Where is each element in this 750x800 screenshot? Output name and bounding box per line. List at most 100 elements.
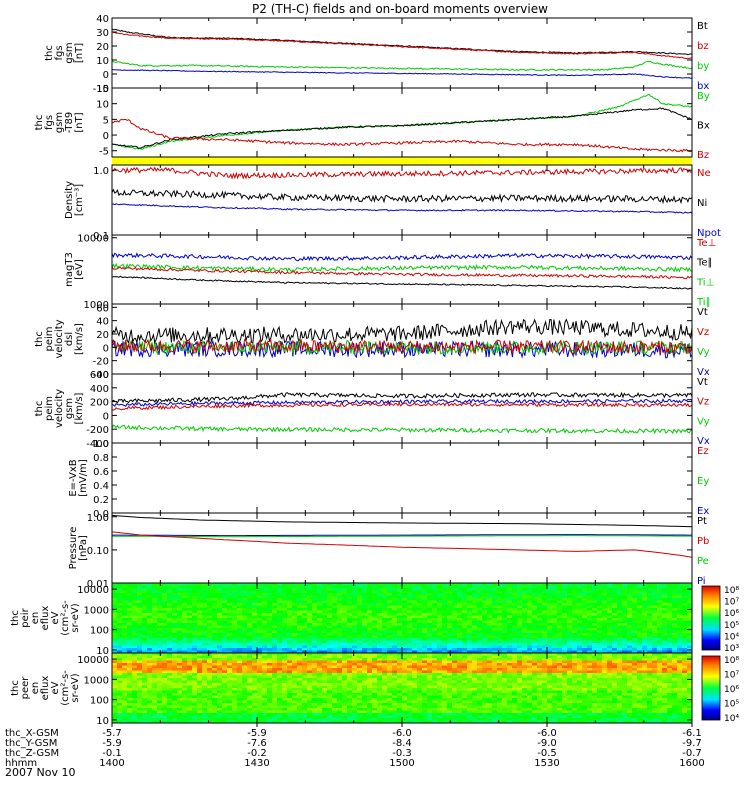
- y-axis-label-line: gsm: [64, 398, 75, 419]
- y-tick-label: 40: [96, 14, 109, 25]
- legend-entry: By: [697, 91, 710, 102]
- y-axis-label: thc fgs gsm -T89 [nT]: [34, 112, 85, 134]
- y-tick-label: 200: [90, 398, 109, 409]
- series-line-peim-velocity-dsl-2: [112, 318, 692, 345]
- y-tick-label: 10: [96, 56, 109, 67]
- y-tick-label: 15: [96, 84, 109, 95]
- ephemeris-value: -5.9: [247, 728, 267, 739]
- y-tick-label: 10: [96, 100, 109, 111]
- y-tick-label: -20: [93, 357, 109, 368]
- panel-fgs: Bt bz by bx -10 0 10 20 30 40 thc fgs gsm [nT]: [44, 14, 709, 95]
- y-axis-label-line: [km/s]: [74, 392, 85, 424]
- ephemeris-label: thc_Y-GSM: [5, 738, 57, 749]
- y-tick-label: 1000: [84, 675, 109, 686]
- legend-entry: Vt: [697, 377, 708, 388]
- y-tick-label: -400: [86, 439, 109, 450]
- y-tick-label: 10000: [77, 585, 109, 596]
- ephemeris-label: thc_Z-GSM: [5, 748, 59, 759]
- series-line-fgs-3: [112, 69, 692, 79]
- colorbar-tick-label: 10⁷: [724, 671, 739, 681]
- y-tick-label: 0: [103, 411, 109, 422]
- y-axis-label-line: thc: [10, 610, 21, 626]
- y-axis-label-line: [nT]: [74, 112, 85, 132]
- legend-entry: Bt: [697, 21, 708, 32]
- y-axis-label-line: (cm²-s-: [60, 600, 71, 636]
- legend-entry: Ex: [697, 506, 709, 517]
- series-line-temperature-1: [112, 262, 692, 273]
- series-line-fgs-0: [112, 28, 692, 56]
- y-tick-label: 600: [90, 370, 109, 381]
- ephemeris-value: 1400: [99, 758, 124, 769]
- legend-entry: Vt: [697, 307, 708, 318]
- y-tick-label: 5: [103, 115, 109, 126]
- ephemeris-value: -0.7: [682, 748, 702, 759]
- series-line-peim-velocity-gsm-0: [112, 391, 692, 404]
- y-tick-label: 1.0: [93, 439, 109, 450]
- legend-entry: bz: [697, 41, 709, 52]
- legend-entry: Pi: [697, 576, 706, 587]
- y-tick-label: 100: [90, 696, 109, 707]
- y-tick-label: 1.00: [87, 513, 109, 524]
- ephemeris-value: 1530: [534, 758, 559, 769]
- y-tick-label: 0.0: [93, 509, 109, 520]
- legend-entry: Ez: [697, 446, 709, 457]
- y-axis-label-line: peer: [20, 676, 31, 700]
- spectrogram-peer-spectrogram: [112, 653, 692, 723]
- colorbar-tick-label: 10⁵: [724, 621, 739, 631]
- ephemeris-value: 1500: [389, 758, 414, 769]
- ephemeris-label: thc_X-GSM: [5, 728, 59, 739]
- y-tick-label: 60: [96, 303, 109, 314]
- y-axis-label-line: eV: [50, 611, 61, 624]
- ephemeris-value: -7.6: [247, 738, 267, 749]
- y-tick-label: 0.4: [93, 481, 109, 492]
- y-tick-label: 10: [96, 716, 109, 727]
- y-axis-label-line: [mV/m]: [78, 459, 89, 497]
- y-axis-label-line: fgs: [54, 45, 65, 60]
- ephemeris-value: -0.1: [102, 748, 122, 759]
- series-line-peim-velocity-dsl-3: [112, 338, 692, 355]
- ephemeris-value: -8.4: [392, 738, 412, 749]
- y-tick-label: -40: [93, 370, 109, 381]
- y-tick-label: 0: [103, 131, 109, 142]
- y-axis-label-line: Pressure: [68, 527, 79, 570]
- y-axis-label-line: velocity: [54, 319, 65, 358]
- y-axis-label-line: magT3: [64, 252, 75, 287]
- y-axis-label-line: peim: [44, 396, 55, 421]
- ephemeris-value: 1430: [244, 758, 269, 769]
- y-axis-label-line: sr-eV): [70, 603, 81, 632]
- colorbar-tick-label: 10⁵: [724, 700, 739, 710]
- series-line-density-0: [112, 166, 692, 180]
- y-axis-label-line: sr-eV): [70, 673, 81, 702]
- series-line-fgs-dip-0: [112, 93, 692, 150]
- y-axis-label-line: [km/s]: [74, 323, 85, 355]
- y-axis-label-line: peim: [44, 326, 55, 351]
- colorbar-tick-label: 10⁴: [724, 714, 739, 724]
- date-label: 2007 Nov 10: [5, 766, 75, 779]
- legend-entry: by: [697, 61, 709, 72]
- series-line-fgs-dip-1: [112, 107, 692, 149]
- colorbar: [701, 655, 721, 721]
- series-line-pressure-1: [112, 534, 692, 537]
- y-tick-label: 1000: [84, 300, 109, 311]
- y-axis-label-line: E=-VxB: [68, 459, 79, 496]
- y-tick-label: 0.1: [93, 231, 109, 242]
- y-axis-label: magT3 [eV]: [64, 252, 85, 287]
- chart-title: P2 (TH-C) fields and on-board moments ov…: [252, 2, 548, 16]
- ephemeris-value: -9.7: [682, 738, 702, 749]
- panel-peim-velocity-gsm: Vt Vz Vy Vx -400 -200 0 200 400 600 thc peim velocit…: [34, 370, 710, 450]
- y-axis-label-line: [cm⁻³]: [74, 184, 85, 216]
- y-tick-label: 1.0: [93, 166, 109, 177]
- y-axis-label-line: [eV]: [74, 259, 85, 280]
- y-axis-label-line: gsm: [64, 42, 75, 63]
- legend-entry: Vx: [697, 367, 710, 378]
- y-tick-label: 0: [103, 343, 109, 354]
- series-line-peim-velocity-gsm-1: [112, 398, 692, 408]
- y-axis-label-line: eflux: [40, 606, 51, 631]
- y-axis-label: thc peim velocity dsl [km/s]: [34, 319, 85, 358]
- legend-entry: Pt: [697, 516, 707, 527]
- spectrogram-peir-spectrogram: [112, 583, 692, 653]
- y-tick-label: 10: [96, 646, 109, 657]
- y-tick-label: -5: [99, 147, 109, 158]
